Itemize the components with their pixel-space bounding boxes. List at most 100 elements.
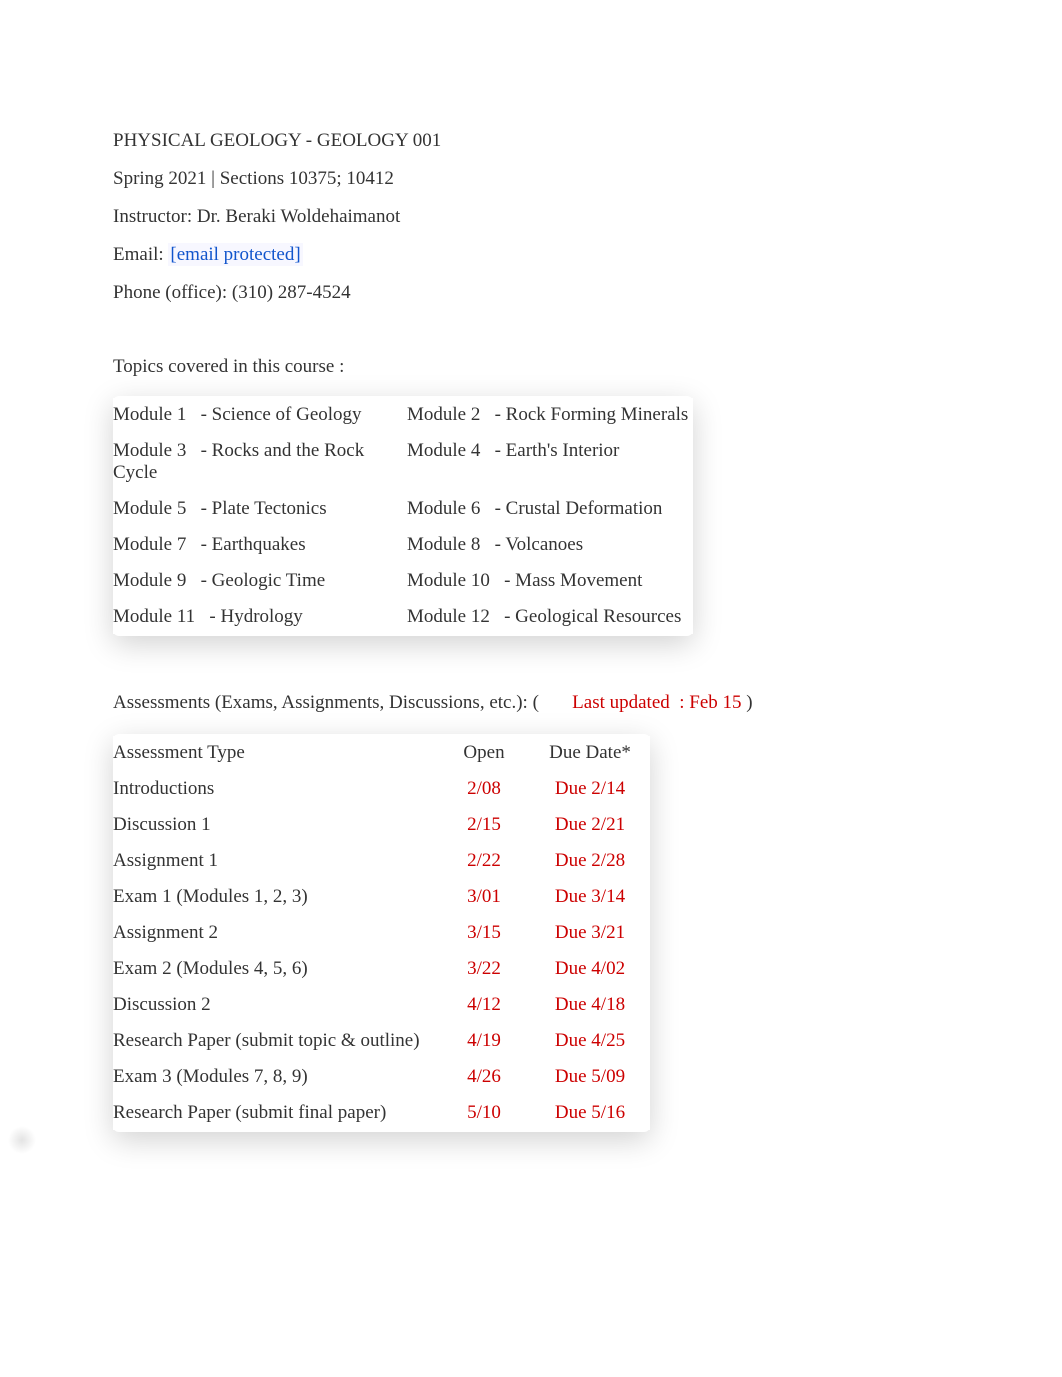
assessment-row: Assignment 12/22Due 2/28 bbox=[113, 844, 650, 878]
term-sections: Spring 2021 | Sections 10375; 10412 bbox=[113, 168, 949, 190]
assessment-due: Due 5/16 bbox=[530, 1096, 650, 1130]
assessment-row: Exam 2 (Modules 4, 5, 6)3/22Due 4/02 bbox=[113, 952, 650, 986]
last-updated-date: : Feb 15 bbox=[679, 692, 741, 713]
topics-cell: Module 1 - Science of Geology bbox=[113, 398, 403, 432]
email-line: Email: [email protected] bbox=[113, 244, 949, 266]
assessment-type: Exam 2 (Modules 4, 5, 6) bbox=[113, 952, 438, 986]
topics-cell: Module 4 - Earth's Interior bbox=[403, 434, 693, 490]
assessments-heading: Assessments (Exams, Assignments, Discuss… bbox=[113, 692, 949, 714]
assessment-type: Discussion 1 bbox=[113, 808, 438, 842]
assessment-row: Discussion 24/12Due 4/18 bbox=[113, 988, 650, 1022]
module-number: Module 4 bbox=[407, 440, 480, 461]
module-number: Module 11 bbox=[113, 606, 195, 627]
assessment-due: Due 4/25 bbox=[530, 1024, 650, 1058]
assessment-due: Due 4/02 bbox=[530, 952, 650, 986]
assessment-row: Research Paper (submit final paper)5/10D… bbox=[113, 1096, 650, 1130]
module-title: - Mass Movement bbox=[490, 570, 643, 591]
assessment-due: Due 2/14 bbox=[530, 772, 650, 806]
instructor: Instructor: Dr. Beraki Woldehaimanot bbox=[113, 206, 949, 228]
module-number: Module 6 bbox=[407, 498, 480, 519]
assessment-open: 2/22 bbox=[438, 844, 530, 878]
col-type: Assessment Type bbox=[113, 736, 438, 770]
assessment-row: Exam 1 (Modules 1, 2, 3)3/01Due 3/14 bbox=[113, 880, 650, 914]
topics-row: Module 1 - Science of GeologyModule 2 - … bbox=[113, 398, 693, 432]
topics-cell: Module 5 - Plate Tectonics bbox=[113, 492, 403, 526]
assessment-type: Discussion 2 bbox=[113, 988, 438, 1022]
assessments-header-row: Assessment Type Open Due Date* bbox=[113, 736, 650, 770]
email-link[interactable]: [email protected] bbox=[168, 243, 302, 266]
topics-cell: Module 12 - Geological Resources bbox=[403, 600, 693, 634]
assessment-row: Exam 3 (Modules 7, 8, 9)4/26Due 5/09 bbox=[113, 1060, 650, 1094]
assessment-open: 5/10 bbox=[438, 1096, 530, 1130]
col-due: Due Date* bbox=[530, 736, 650, 770]
assessment-open: 2/15 bbox=[438, 808, 530, 842]
assessment-type: Introductions bbox=[113, 772, 438, 806]
topics-cell: Module 8 - Volcanoes bbox=[403, 528, 693, 562]
topics-cell: Module 7 - Earthquakes bbox=[113, 528, 403, 562]
module-title: - Crustal Deformation bbox=[480, 498, 662, 519]
module-title: - Science of Geology bbox=[186, 404, 361, 425]
module-number: Module 7 bbox=[113, 534, 186, 555]
topics-cell: Module 10 - Mass Movement bbox=[403, 564, 693, 598]
assessment-type: Assignment 1 bbox=[113, 844, 438, 878]
assessment-due: Due 4/18 bbox=[530, 988, 650, 1022]
email-label: Email: bbox=[113, 244, 164, 265]
assessment-row: Research Paper (submit topic & outline)4… bbox=[113, 1024, 650, 1058]
assessments-table: Assessment Type Open Due Date* Introduct… bbox=[113, 734, 650, 1132]
assessment-type: Exam 1 (Modules 1, 2, 3) bbox=[113, 880, 438, 914]
last-updated-space bbox=[670, 692, 680, 713]
assessments-heading-suffix: ) bbox=[742, 692, 753, 713]
assessment-row: Discussion 12/15Due 2/21 bbox=[113, 808, 650, 842]
assessment-open: 4/12 bbox=[438, 988, 530, 1022]
phone: Phone (office): (310) 287-4524 bbox=[113, 282, 949, 304]
assessment-due: Due 3/21 bbox=[530, 916, 650, 950]
assessment-open: 4/19 bbox=[438, 1024, 530, 1058]
assessment-due: Due 3/14 bbox=[530, 880, 650, 914]
module-number: Module 1 bbox=[113, 404, 186, 425]
module-title: - Earth's Interior bbox=[480, 440, 619, 461]
module-number: Module 8 bbox=[407, 534, 480, 555]
assessment-row: Introductions2/08Due 2/14 bbox=[113, 772, 650, 806]
module-title: - Rock Forming Minerals bbox=[480, 404, 688, 425]
module-number: Module 9 bbox=[113, 570, 186, 591]
assessment-type: Assignment 2 bbox=[113, 916, 438, 950]
topics-row: Module 3 - Rocks and the Rock CycleModul… bbox=[113, 434, 693, 490]
topics-table: Module 1 - Science of GeologyModule 2 - … bbox=[113, 396, 693, 636]
last-updated-label: Last updated bbox=[572, 692, 670, 713]
assessment-row: Assignment 23/15Due 3/21 bbox=[113, 916, 650, 950]
assessment-open: 3/01 bbox=[438, 880, 530, 914]
module-number: Module 12 bbox=[407, 606, 490, 627]
assessment-type: Exam 3 (Modules 7, 8, 9) bbox=[113, 1060, 438, 1094]
assessment-type: Research Paper (submit final paper) bbox=[113, 1096, 438, 1130]
assessment-open: 2/08 bbox=[438, 772, 530, 806]
module-title: - Plate Tectonics bbox=[186, 498, 326, 519]
module-title: - Hydrology bbox=[195, 606, 303, 627]
course-title: PHYSICAL GEOLOGY - GEOLOGY 001 bbox=[113, 130, 949, 152]
topics-row: Module 9 - Geologic TimeModule 10 - Mass… bbox=[113, 564, 693, 598]
topics-heading: Topics covered in this course : bbox=[113, 356, 949, 378]
assessment-due: Due 5/09 bbox=[530, 1060, 650, 1094]
module-number: Module 2 bbox=[407, 404, 480, 425]
module-title: - Geological Resources bbox=[490, 606, 682, 627]
assessment-open: 4/26 bbox=[438, 1060, 530, 1094]
page-corner-blur bbox=[8, 1126, 36, 1154]
assessment-type: Research Paper (submit topic & outline) bbox=[113, 1024, 438, 1058]
module-title: - Volcanoes bbox=[480, 534, 583, 555]
module-number: Module 5 bbox=[113, 498, 186, 519]
topics-row: Module 7 - EarthquakesModule 8 - Volcano… bbox=[113, 528, 693, 562]
module-title: - Geologic Time bbox=[186, 570, 325, 591]
topics-cell: Module 11 - Hydrology bbox=[113, 600, 403, 634]
module-number: Module 10 bbox=[407, 570, 490, 591]
assessment-open: 3/15 bbox=[438, 916, 530, 950]
assessment-open: 3/22 bbox=[438, 952, 530, 986]
topics-row: Module 11 - HydrologyModule 12 - Geologi… bbox=[113, 600, 693, 634]
module-title: - Earthquakes bbox=[186, 534, 305, 555]
topics-cell: Module 9 - Geologic Time bbox=[113, 564, 403, 598]
topics-cell: Module 3 - Rocks and the Rock Cycle bbox=[113, 434, 403, 490]
topics-row: Module 5 - Plate TectonicsModule 6 - Cru… bbox=[113, 492, 693, 526]
col-open: Open bbox=[438, 736, 530, 770]
assessment-due: Due 2/28 bbox=[530, 844, 650, 878]
topics-cell: Module 2 - Rock Forming Minerals bbox=[403, 398, 693, 432]
module-number: Module 3 bbox=[113, 440, 186, 461]
topics-cell: Module 6 - Crustal Deformation bbox=[403, 492, 693, 526]
